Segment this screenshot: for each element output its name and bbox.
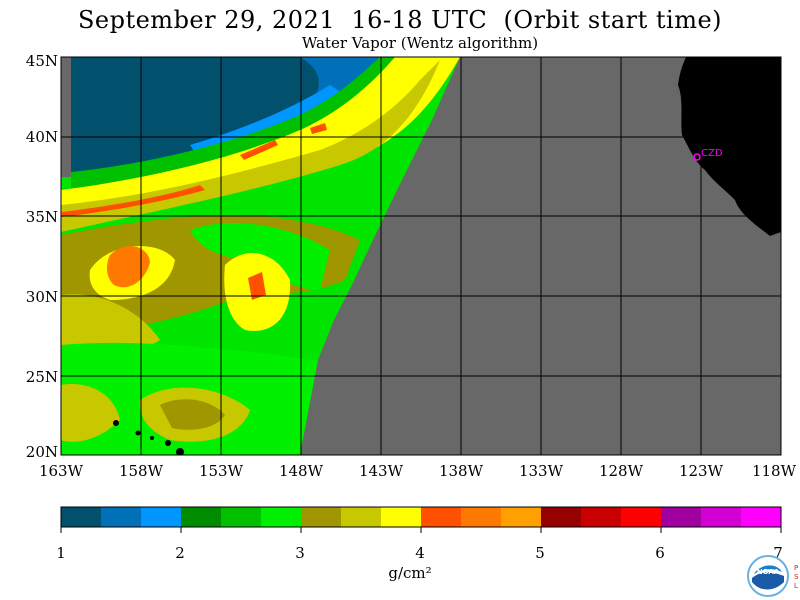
colorbar-swatch <box>261 507 302 527</box>
colorbar-swatch <box>621 507 662 527</box>
high-moisture-blob <box>106 246 150 288</box>
colorbar-swatch <box>181 507 222 527</box>
lon-label: 118W <box>751 462 797 480</box>
page-subtitle: Water Vapor (Wentz algorithm) <box>301 34 539 52</box>
colorbar-tick-label: 7 <box>773 544 783 562</box>
colorbar <box>60 506 782 533</box>
colorbar-swatch <box>381 507 422 527</box>
lon-label: 128W <box>598 462 644 480</box>
colorbar-swatch <box>701 507 742 527</box>
station-marker <box>693 153 701 161</box>
colorbar-tick-label: 4 <box>415 544 425 562</box>
colorbar-swatch <box>61 507 102 527</box>
psl-text: P <box>794 564 798 572</box>
colorbar-swatch <box>461 507 502 527</box>
colorbar-swatch <box>301 507 342 527</box>
lon-label: 138W <box>438 462 484 480</box>
svg-text:S: S <box>794 573 799 581</box>
land-mass <box>678 57 781 236</box>
colorbar-swatch <box>501 507 542 527</box>
colorbar-swatch <box>341 507 382 527</box>
lon-label: 158W <box>118 462 164 480</box>
page-title: September 29, 2021 16-18 UTC (Orbit star… <box>77 6 723 34</box>
lon-label: 153W <box>198 462 244 480</box>
lon-label: 123W <box>678 462 724 480</box>
colorbar-tick-label: 6 <box>655 544 665 562</box>
colorbar-tick-label: 5 <box>535 544 545 562</box>
lon-label: 143W <box>358 462 404 480</box>
lat-label: 20N <box>25 443 58 461</box>
lat-label: 40N <box>25 128 58 146</box>
lon-label: 163W <box>38 462 84 480</box>
colorbar-tick-label: 3 <box>295 544 305 562</box>
map-plot-area <box>61 57 781 455</box>
svg-text:NOAA: NOAA <box>757 568 780 576</box>
colorbar-tick-label: 1 <box>56 544 66 562</box>
colorbar-swatch <box>221 507 262 527</box>
colorbar-swatch <box>661 507 702 527</box>
colorbar-swatch <box>101 507 142 527</box>
colorbar-swatch <box>741 507 782 527</box>
lat-label: 35N <box>25 208 58 226</box>
station-label: CZD <box>701 148 723 159</box>
moist-band <box>61 57 460 225</box>
colorbar-units: g/cm² <box>388 564 432 582</box>
colorbar-swatch <box>581 507 622 527</box>
noaa-logo: NOAA P S L <box>747 555 799 597</box>
colorbar-swatch <box>141 507 182 527</box>
lon-label: 133W <box>518 462 564 480</box>
no-data-region <box>298 57 781 455</box>
lat-label: 45N <box>25 52 58 70</box>
graticule <box>60 56 782 456</box>
lon-label: 148W <box>278 462 324 480</box>
svg-text:L: L <box>794 582 798 590</box>
colorbar-swatch <box>421 507 462 527</box>
lat-label: 25N <box>25 368 58 386</box>
lat-label: 30N <box>25 288 58 306</box>
colorbar-swatch <box>541 507 582 527</box>
colorbar-tick-label: 2 <box>175 544 185 562</box>
